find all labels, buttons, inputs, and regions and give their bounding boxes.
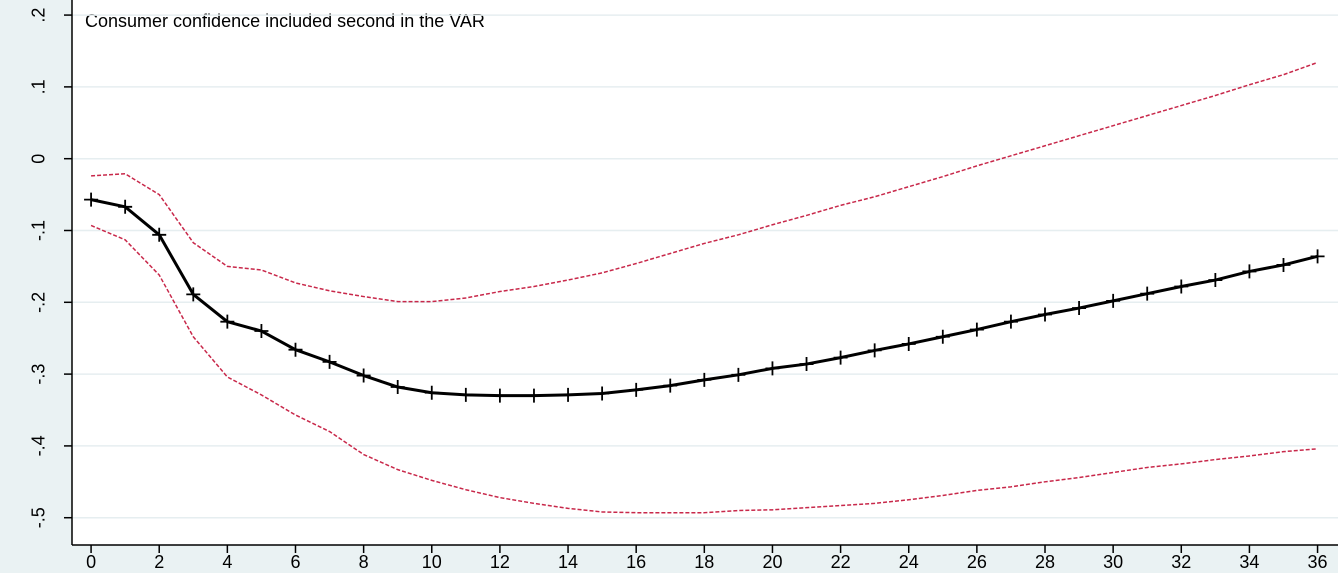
x-tick-label: 0 <box>86 552 96 572</box>
marker <box>220 314 235 329</box>
marker <box>663 378 678 393</box>
y-tick-label: .2 <box>29 8 49 23</box>
y-tick-label: .1 <box>29 79 49 94</box>
marker <box>254 324 269 339</box>
marker <box>1140 286 1155 301</box>
marker <box>561 387 576 402</box>
marker <box>356 368 371 383</box>
marker <box>1106 293 1121 308</box>
x-tick-label: 14 <box>558 552 578 572</box>
marker <box>595 386 610 401</box>
marker <box>1003 314 1018 329</box>
marker <box>833 350 848 365</box>
marker <box>526 388 541 403</box>
x-tick-label: 8 <box>359 552 369 572</box>
x-tick-label: 36 <box>1308 552 1328 572</box>
marker <box>1208 273 1223 288</box>
y-tick-label: -.2 <box>29 292 49 313</box>
x-tick-label: 10 <box>422 552 442 572</box>
marker <box>629 382 644 397</box>
marker <box>1174 279 1189 294</box>
x-tick-label: 24 <box>899 552 919 572</box>
x-tick-label: 20 <box>762 552 782 572</box>
marker <box>765 361 780 376</box>
x-tick-label: 4 <box>222 552 232 572</box>
marker <box>1310 249 1325 264</box>
x-tick-label: 30 <box>1103 552 1123 572</box>
y-tick-label: -.1 <box>29 220 49 241</box>
marker <box>969 322 984 337</box>
x-tick-label: 2 <box>154 552 164 572</box>
marker <box>1072 301 1087 316</box>
marker <box>492 388 507 403</box>
marker <box>1038 307 1053 322</box>
marker <box>1276 257 1291 272</box>
x-tick-label: 22 <box>831 552 851 572</box>
marker <box>697 372 712 387</box>
marker <box>84 192 99 207</box>
x-tick-label: 12 <box>490 552 510 572</box>
marker <box>458 387 473 402</box>
marker <box>867 343 882 358</box>
series-line <box>90 224 1318 514</box>
y-tick-label: -.3 <box>29 364 49 385</box>
marker <box>1242 264 1257 279</box>
marker <box>799 357 814 372</box>
x-tick-label: 26 <box>967 552 987 572</box>
x-tick-label: 16 <box>626 552 646 572</box>
marker <box>424 385 439 400</box>
marker <box>186 287 201 302</box>
x-tick-label: 32 <box>1171 552 1191 572</box>
x-tick-label: 18 <box>694 552 714 572</box>
x-tick-label: 6 <box>290 552 300 572</box>
marker <box>152 227 167 242</box>
x-tick-label: 34 <box>1239 552 1259 572</box>
x-tick-label: 28 <box>1035 552 1055 572</box>
y-tick-label: -.5 <box>29 507 49 528</box>
annotation: Consumer confidence included second in t… <box>85 11 485 31</box>
marker <box>731 367 746 382</box>
marker <box>901 336 916 351</box>
y-tick-label: -.4 <box>29 435 49 456</box>
marker <box>288 342 303 357</box>
series-line <box>91 61 1318 303</box>
marker <box>935 329 950 344</box>
marker <box>118 199 133 214</box>
y-tick-label: 0 <box>29 154 49 164</box>
marker <box>390 380 405 395</box>
plot-area <box>72 0 1338 545</box>
marker <box>322 354 337 369</box>
